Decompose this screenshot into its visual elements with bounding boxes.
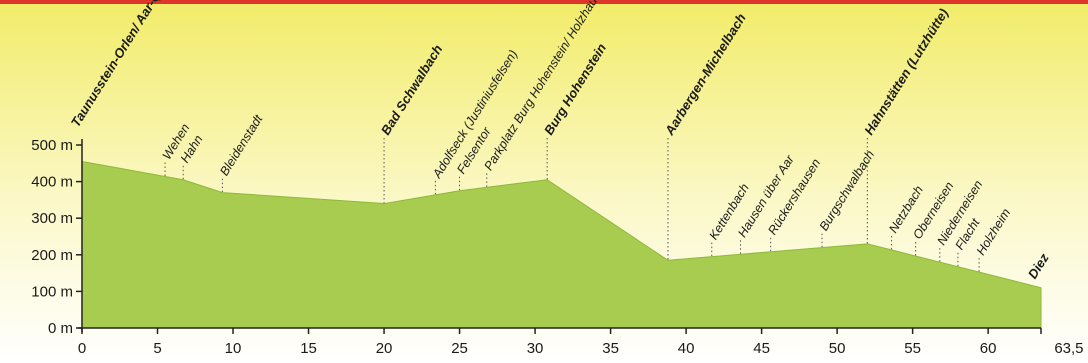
top-stripe (0, 0, 1088, 4)
x-tick-label: 50 (829, 340, 846, 357)
x-tick-label: 0 (78, 340, 86, 357)
y-tick-label: 200 m (31, 247, 73, 264)
x-tick-label: 20 (376, 340, 393, 357)
x-tick-label: 25 (451, 340, 468, 357)
x-axis-ticks: 0 5 10 15 20 25 30 35 40 45 50 55 60 63,5 km (78, 328, 1088, 357)
x-tick-label: 15 (300, 340, 317, 357)
x-tick-label: 10 (225, 340, 242, 357)
x-tick-label: 35 (602, 340, 619, 357)
y-tick-label: 300 m (31, 210, 73, 227)
y-tick-label: 0 m (48, 320, 73, 337)
x-tick-label: 40 (678, 340, 695, 357)
x-tick-label: 55 (904, 340, 921, 357)
y-axis-ticks: 0 m 100 m 200 m 300 m 400 m 500 m (31, 137, 82, 337)
x-tick-label: 63,5 km (1054, 340, 1088, 357)
y-tick-label: 100 m (31, 283, 73, 300)
x-tick-label: 60 (980, 340, 997, 357)
x-tick-label: 5 (153, 340, 161, 357)
y-tick-label: 400 m (31, 174, 73, 191)
x-tick-label: 30 (527, 340, 544, 357)
elevation-area (81, 160, 1042, 329)
x-tick-label: 45 (753, 340, 770, 357)
y-tick-label: 500 m (31, 137, 73, 154)
